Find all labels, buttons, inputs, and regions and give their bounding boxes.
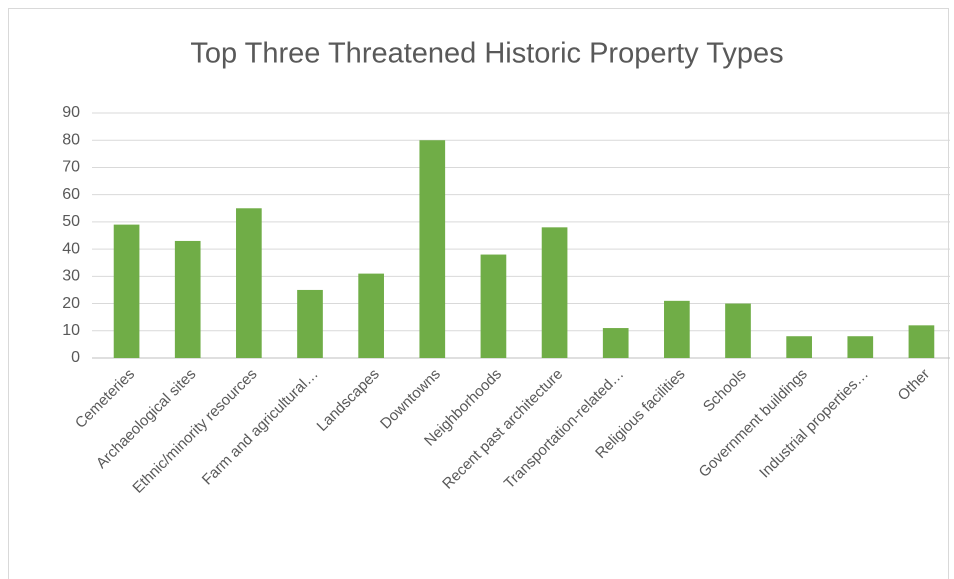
y-tick-label: 20 xyxy=(62,295,80,312)
y-tick-label: 30 xyxy=(62,268,80,285)
bar xyxy=(664,300,690,358)
bar xyxy=(908,325,935,358)
chart-title: Top Three Threatened Historic Property T… xyxy=(190,38,783,70)
bar xyxy=(297,289,323,358)
bar xyxy=(786,336,812,358)
bar xyxy=(602,328,629,358)
bar xyxy=(725,303,751,358)
y-tick-label: 70 xyxy=(62,159,80,176)
bar xyxy=(480,254,507,358)
bar xyxy=(113,224,140,358)
chart-border xyxy=(8,8,949,579)
bar xyxy=(174,240,201,358)
y-tick-label: 40 xyxy=(62,240,80,257)
y-tick-label: 10 xyxy=(62,322,80,339)
y-tick-label: 90 xyxy=(62,104,80,121)
y-tick-label: 50 xyxy=(62,213,80,230)
bar xyxy=(541,227,568,358)
bar xyxy=(419,140,446,358)
y-tick-label: 60 xyxy=(62,186,80,203)
bar xyxy=(236,208,262,358)
y-tick-label: 80 xyxy=(62,131,80,148)
bar xyxy=(358,273,384,358)
bar xyxy=(847,336,874,358)
y-tick-label: 0 xyxy=(71,349,80,366)
